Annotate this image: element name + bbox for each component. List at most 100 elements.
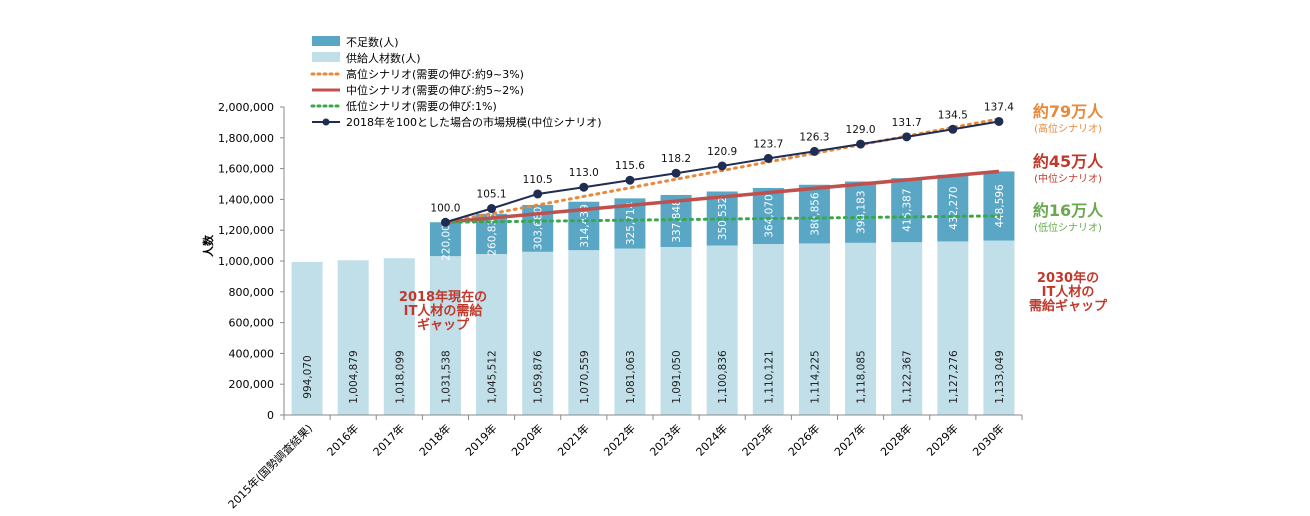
y-axis-label: 人数: [201, 234, 215, 257]
shortage-bar: [983, 171, 1015, 241]
legend-swatch: [312, 36, 340, 46]
y-tick-label: 600,000: [229, 317, 275, 330]
market-index-label: 113.0: [569, 167, 599, 179]
legend-swatch: [312, 52, 340, 62]
market-index-label: 100.0: [430, 202, 460, 214]
scenario-line: [443, 214, 1001, 224]
x-tick-label: 2026年: [785, 421, 822, 458]
x-tick-label: 2027年: [831, 421, 868, 458]
market-index-label: 105.1: [477, 189, 507, 201]
x-tick-label: 2019年: [462, 421, 499, 458]
supply-value-label: 1,110,121: [763, 350, 775, 403]
supply-value-label: 1,133,049: [994, 350, 1006, 403]
supply-bar: [522, 251, 554, 415]
y-tick-label: 200,000: [229, 378, 275, 391]
scenario-gap-value: 約79万人: [1033, 102, 1104, 121]
supply-value-label: 1,122,367: [902, 350, 914, 403]
shortage-bar: [752, 187, 784, 245]
supply-bar: [845, 242, 877, 415]
supply-bar: [614, 248, 646, 415]
legend: 不足数(人) 供給人材数(人) 高位シナリオ(需要の伸び:約9~3%) 中位シナリオ(…: [310, 36, 602, 129]
supply-value-label: 1,127,276: [948, 350, 960, 404]
supply-bar: [937, 241, 969, 415]
x-tick-label: 2030年: [970, 421, 1007, 458]
supply-bar: [291, 261, 323, 415]
x-tick-label: 2025年: [739, 421, 776, 458]
supply-bar: [798, 243, 830, 415]
x-tick-label: 2016年: [324, 421, 361, 458]
y-tick-label: 2,000,000: [218, 101, 274, 114]
legend-label: 高位シナリオ(需要の伸び:約9~3%): [346, 67, 524, 81]
shortage-bar: [937, 174, 969, 242]
x-tick-label: 2022年: [601, 421, 638, 458]
shortage-bar: [429, 222, 461, 257]
market-index-label: 120.9: [707, 146, 737, 158]
shortage-bar: [845, 181, 877, 243]
market-index-point: [440, 217, 450, 227]
supply-bar: [383, 258, 415, 415]
legend-label: 不足数(人): [346, 36, 399, 49]
x-tick-label: 2028年: [877, 421, 914, 458]
supply-bar: [660, 246, 692, 415]
supply-value-label: 1,070,559: [579, 350, 591, 403]
x-tick-label: 2029年: [923, 421, 960, 458]
market-index-label: 131.7: [892, 117, 922, 129]
x-tick-label: 2015年(国勢調査結果): [225, 421, 315, 511]
lines: 100.0 105.1 110.5 113.0 115.6 118.2 120.9 123.7…: [430, 101, 1014, 227]
shortage-bar: [798, 184, 830, 244]
y-axis: 0 200,000 400,000 600,000 800,000 1,000,000 1,…: [201, 101, 285, 422]
scenario-gap-caption: (高位シナリオ): [1034, 122, 1102, 135]
supply-bar: [891, 242, 923, 415]
scenario-gap-value: 約45万人: [1033, 152, 1104, 171]
supply-bar: [983, 240, 1015, 415]
y-tick-label: 1,800,000: [218, 132, 274, 145]
x-tick-label: 2021年: [554, 421, 591, 458]
supply-value-label: 1,031,538: [440, 350, 452, 403]
scenario-gap-caption: (中位シナリオ): [1034, 172, 1102, 185]
x-tick-label: 2023年: [647, 421, 684, 458]
market-index-point: [902, 132, 912, 142]
shortage-value-label: 398,183: [856, 190, 868, 233]
supply-value-label: 1,091,050: [671, 350, 683, 403]
legend-label: 中位シナリオ(需要の伸び:約5~2%): [346, 83, 524, 97]
y-tick-label: 800,000: [229, 286, 275, 299]
shortage-bar: [891, 178, 923, 243]
market-index-label: 115.6: [615, 160, 645, 172]
gap-2018-annotation: 2018年現在の: [399, 289, 487, 305]
market-index-point: [809, 146, 819, 156]
shortage-value-label: 448,596: [994, 184, 1006, 228]
scenario-gap-value: 約16万人: [1033, 201, 1104, 220]
supply-bar: [568, 250, 600, 415]
market-index-point: [625, 175, 635, 185]
shortage-value-label: 303,680: [533, 207, 545, 250]
gap-2030-annotation: 需給ギャップ: [1029, 298, 1108, 314]
supply-bar: [476, 253, 508, 415]
supply-value-label: 1,118,085: [856, 350, 868, 403]
market-index-label: 126.3: [799, 131, 829, 143]
y-tick-label: 0: [267, 409, 274, 422]
y-tick-label: 1,400,000: [218, 193, 274, 206]
bars: 994,070 1,004,879 1,018,099 220,000 1,031,53…: [291, 171, 1015, 415]
y-tick-label: 1,200,000: [218, 224, 274, 237]
supply-bar: [337, 260, 369, 415]
y-tick-label: 400,000: [229, 347, 275, 360]
supply-value-label: 1,045,512: [487, 350, 499, 403]
market-index-point: [856, 139, 866, 149]
market-index-point: [533, 189, 543, 199]
legend-label: 供給人材数(人): [346, 51, 421, 65]
shortage-value-label: 364,070: [763, 194, 775, 237]
legend-marker: [322, 118, 330, 126]
market-index-point: [671, 168, 681, 178]
supply-value-label: 1,081,063: [625, 350, 637, 403]
y-tick-label: 1,600,000: [218, 163, 274, 176]
legend-label: 2018年を100とした場合の市場規模(中位シナリオ): [346, 115, 602, 129]
market-index-point: [948, 124, 958, 134]
x-tick-label: 2024年: [693, 421, 730, 458]
market-index-point: [717, 161, 727, 171]
x-tick-label: 2018年: [416, 421, 453, 458]
legend-label: 低位シナリオ(需要の伸び:1%): [346, 99, 497, 113]
supply-bar: [429, 256, 461, 415]
supply-bar: [752, 244, 784, 415]
supply-value-label: 1,114,225: [809, 350, 821, 403]
